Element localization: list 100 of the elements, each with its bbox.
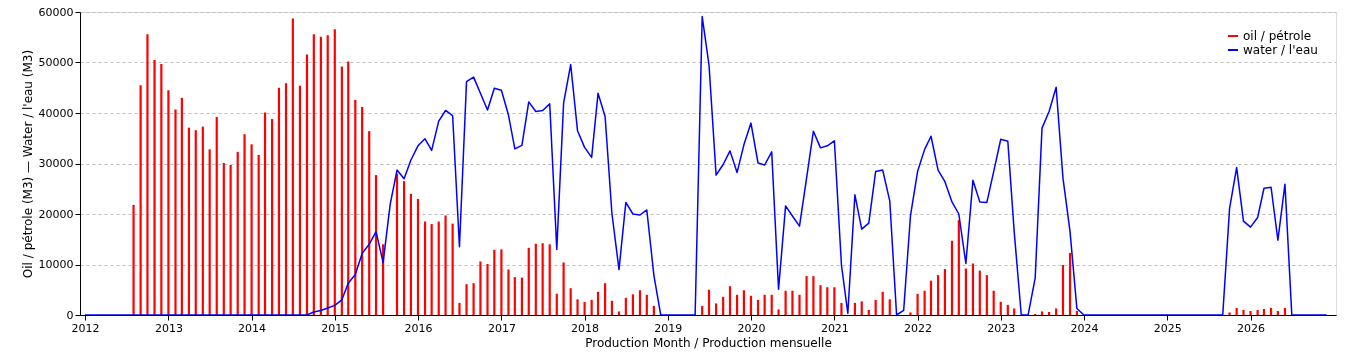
bar <box>465 284 468 315</box>
bar <box>999 301 1002 315</box>
bar <box>867 309 870 315</box>
x-tick-label: 2022 <box>904 321 933 335</box>
bar <box>291 18 294 315</box>
bar <box>583 301 586 315</box>
bar <box>284 83 288 315</box>
x-tick-label: 2020 <box>737 321 766 335</box>
bar <box>472 283 475 315</box>
bar <box>1242 309 1245 315</box>
bar <box>430 224 433 315</box>
bar <box>638 290 642 315</box>
bar <box>728 286 732 315</box>
bar <box>215 117 218 315</box>
bar <box>576 299 579 315</box>
y-tick-label: 40000 <box>38 106 74 120</box>
bar <box>305 54 309 315</box>
bar <box>312 34 315 315</box>
bar <box>701 305 704 315</box>
bar <box>610 300 614 315</box>
x-tick-label: 2017 <box>487 321 516 335</box>
x-tick-label: 2025 <box>1153 321 1182 335</box>
x-tick-label: 2019 <box>654 321 683 335</box>
bar <box>395 173 399 315</box>
bar <box>257 154 260 315</box>
bar <box>1256 309 1259 315</box>
bar <box>791 290 794 315</box>
bar <box>347 61 350 315</box>
bar <box>964 268 967 315</box>
y-tick-label: 60000 <box>38 5 74 19</box>
x-tick-label: 2014 <box>238 321 267 335</box>
bar <box>909 312 912 315</box>
bar <box>631 294 634 315</box>
bar <box>187 127 191 315</box>
x-tick-label: 2024 <box>1070 321 1099 335</box>
x-tick-label: 2012 <box>71 321 100 335</box>
bar <box>319 36 322 315</box>
bar <box>742 290 745 315</box>
bar <box>180 97 183 315</box>
bar <box>652 305 655 315</box>
x-tick-label: 2013 <box>154 321 183 335</box>
bar <box>763 294 766 315</box>
bar <box>132 204 135 315</box>
bar <box>479 261 482 315</box>
bar <box>950 240 954 315</box>
bar <box>596 291 600 315</box>
bar <box>527 247 530 315</box>
bar <box>444 215 447 315</box>
bar <box>1040 311 1044 315</box>
bar <box>368 131 371 315</box>
y-tick-label: 30000 <box>38 157 74 170</box>
bar <box>243 134 246 315</box>
bar <box>881 291 884 315</box>
bar <box>541 243 544 315</box>
bar <box>458 302 461 315</box>
bar <box>229 165 232 315</box>
bar <box>174 109 177 315</box>
bar <box>507 269 510 315</box>
bar <box>513 277 516 315</box>
bar <box>992 290 995 315</box>
bar <box>722 296 725 315</box>
bar <box>1006 304 1009 315</box>
bar <box>1228 312 1231 315</box>
bar <box>548 244 551 315</box>
bar <box>402 181 406 315</box>
bar <box>333 29 336 315</box>
y-tick-label: 0 <box>66 308 74 322</box>
legend-label: oil / pétrole <box>1243 29 1312 43</box>
bar <box>271 119 274 315</box>
bar <box>604 283 607 315</box>
bar <box>888 299 891 315</box>
x-tick-label: 2015 <box>321 321 350 335</box>
bar <box>201 126 204 315</box>
bar <box>569 288 572 315</box>
bar <box>784 290 787 315</box>
x-tick-label: 2026 <box>1237 321 1266 335</box>
bar <box>1068 252 1072 315</box>
x-tick-label: 2018 <box>571 321 600 335</box>
bar <box>840 302 843 315</box>
bar <box>1055 308 1058 315</box>
bar <box>617 311 621 315</box>
bar <box>645 294 648 315</box>
bar <box>978 270 981 315</box>
x-tick-label: 2021 <box>820 321 849 335</box>
bar <box>971 263 975 315</box>
bar <box>936 275 940 315</box>
x-tick-label: 2016 <box>404 321 433 335</box>
line-series <box>84 15 1328 315</box>
bar <box>298 85 302 315</box>
bar <box>340 66 343 315</box>
bar <box>874 299 877 315</box>
bar <box>833 287 836 315</box>
bar <box>277 87 281 315</box>
bar <box>798 294 801 315</box>
bar <box>194 130 197 315</box>
bar <box>777 309 780 315</box>
bar <box>493 249 496 315</box>
bar <box>534 243 537 315</box>
bar <box>562 262 565 315</box>
bar <box>263 112 267 315</box>
